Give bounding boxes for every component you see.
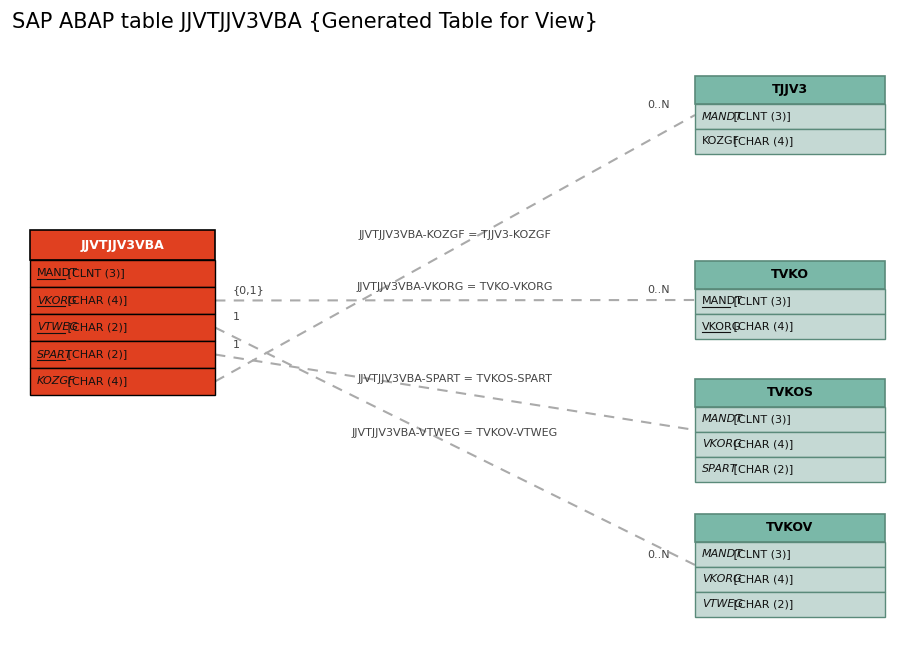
Bar bbox=[695, 541, 885, 567]
Text: JJVTJJV3VBA: JJVTJJV3VBA bbox=[81, 238, 164, 252]
Text: TVKOS: TVKOS bbox=[766, 386, 814, 399]
Bar bbox=[30, 341, 215, 368]
Text: JJVTJJV3VBA-SPART = TVKOS-SPART: JJVTJJV3VBA-SPART = TVKOS-SPART bbox=[358, 374, 552, 384]
Bar bbox=[695, 314, 885, 339]
Bar bbox=[695, 513, 885, 541]
Text: 0..N: 0..N bbox=[647, 550, 669, 560]
Text: KOZGF: KOZGF bbox=[702, 136, 740, 147]
Text: [CHAR (2)]: [CHAR (2)] bbox=[64, 350, 128, 360]
Text: MANDT: MANDT bbox=[702, 549, 743, 559]
Bar bbox=[695, 76, 885, 104]
Text: [CHAR (2)]: [CHAR (2)] bbox=[729, 599, 793, 609]
Text: [CLNT (3)]: [CLNT (3)] bbox=[729, 112, 790, 121]
Text: [CHAR (2)]: [CHAR (2)] bbox=[64, 323, 128, 332]
Text: SPART: SPART bbox=[37, 350, 73, 360]
Text: SPART: SPART bbox=[702, 464, 737, 474]
Text: 1: 1 bbox=[233, 313, 240, 323]
Text: SAP ABAP table JJVTJJV3VBA {Generated Table for View}: SAP ABAP table JJVTJJV3VBA {Generated Ta… bbox=[12, 12, 597, 32]
Text: [CHAR (4)]: [CHAR (4)] bbox=[729, 321, 793, 332]
Bar bbox=[30, 260, 215, 287]
Bar bbox=[695, 406, 885, 432]
Text: JJVTJJV3VBA-VKORG = TVKO-VKORG: JJVTJJV3VBA-VKORG = TVKO-VKORG bbox=[357, 282, 553, 292]
Bar bbox=[695, 261, 885, 289]
Bar bbox=[30, 287, 215, 314]
Text: TVKOV: TVKOV bbox=[766, 521, 814, 534]
Text: MANDT: MANDT bbox=[702, 414, 743, 424]
Text: JJVTJJV3VBA-VTWEG = TVKOV-VTWEG: JJVTJJV3VBA-VTWEG = TVKOV-VTWEG bbox=[352, 428, 558, 438]
Text: VKORG: VKORG bbox=[702, 439, 742, 449]
Text: VKORG: VKORG bbox=[37, 295, 77, 306]
Text: VKORG: VKORG bbox=[702, 321, 741, 332]
Text: [CHAR (4)]: [CHAR (4)] bbox=[64, 376, 128, 387]
Bar bbox=[695, 129, 885, 154]
Bar bbox=[695, 432, 885, 456]
Text: [CHAR (4)]: [CHAR (4)] bbox=[729, 439, 793, 449]
Text: JJVTJJV3VBA-KOZGF = TJJV3-KOZGF: JJVTJJV3VBA-KOZGF = TJJV3-KOZGF bbox=[359, 230, 551, 240]
Text: 0..N: 0..N bbox=[647, 100, 669, 110]
Text: KOZGF: KOZGF bbox=[37, 376, 75, 387]
Text: VTWEG: VTWEG bbox=[702, 599, 743, 609]
Bar bbox=[30, 314, 215, 341]
Bar bbox=[695, 104, 885, 129]
Text: [CLNT (3)]: [CLNT (3)] bbox=[729, 297, 790, 306]
Text: [CLNT (3)]: [CLNT (3)] bbox=[729, 414, 790, 424]
Text: TVKO: TVKO bbox=[771, 269, 809, 282]
Bar bbox=[695, 567, 885, 591]
Text: [CHAR (4)]: [CHAR (4)] bbox=[729, 136, 793, 147]
Bar bbox=[695, 289, 885, 314]
Text: VKORG: VKORG bbox=[702, 574, 742, 584]
Bar bbox=[695, 591, 885, 617]
Text: MANDT: MANDT bbox=[702, 112, 743, 121]
Text: MANDT: MANDT bbox=[37, 269, 78, 278]
Text: VTWEG: VTWEG bbox=[37, 323, 78, 332]
Text: [CLNT (3)]: [CLNT (3)] bbox=[729, 549, 790, 559]
Bar bbox=[695, 378, 885, 406]
Bar bbox=[695, 456, 885, 482]
Text: 1: 1 bbox=[233, 339, 240, 350]
Text: MANDT: MANDT bbox=[702, 297, 743, 306]
Text: {0,1}: {0,1} bbox=[233, 286, 265, 295]
Text: TJJV3: TJJV3 bbox=[772, 84, 808, 97]
Text: [CHAR (4)]: [CHAR (4)] bbox=[729, 574, 793, 584]
Text: [CHAR (2)]: [CHAR (2)] bbox=[729, 464, 793, 474]
Bar bbox=[30, 368, 215, 395]
Bar bbox=[30, 230, 215, 260]
Text: 0..N: 0..N bbox=[647, 285, 669, 295]
Text: [CLNT (3)]: [CLNT (3)] bbox=[64, 269, 125, 278]
Text: [CHAR (4)]: [CHAR (4)] bbox=[64, 295, 128, 306]
